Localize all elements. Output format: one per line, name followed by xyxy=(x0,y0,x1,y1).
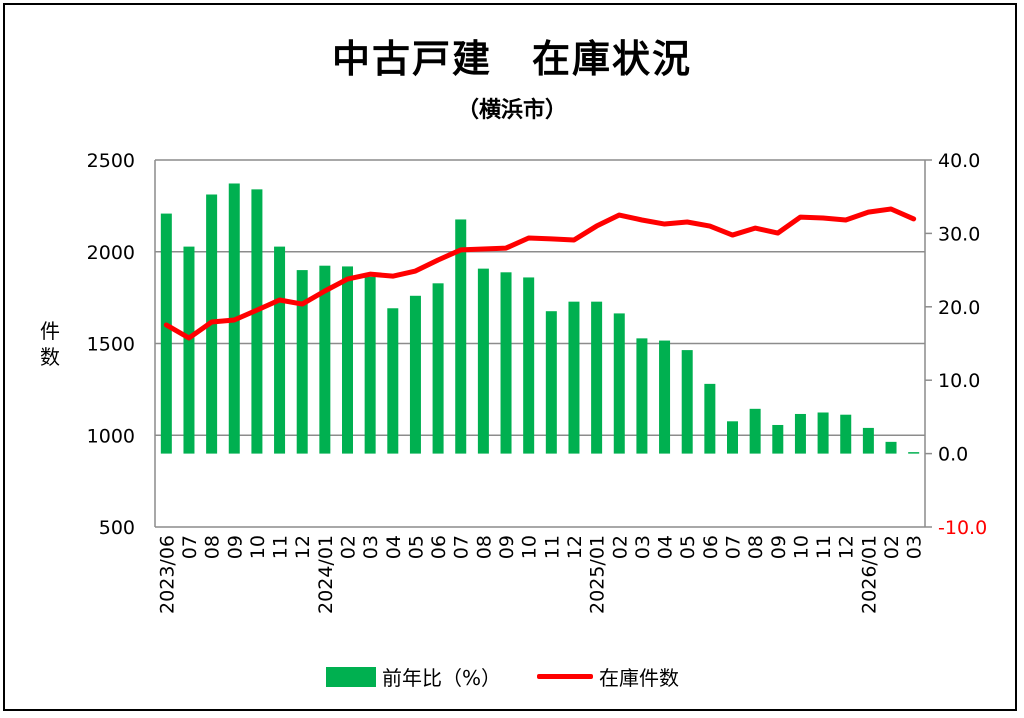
right-tick-label: -10.0 xyxy=(938,517,987,539)
bar xyxy=(591,301,603,454)
right-tick-label: 40.0 xyxy=(938,150,980,172)
bar xyxy=(636,338,648,454)
bar xyxy=(862,427,874,454)
x-tick-label: 2024/01 xyxy=(315,535,337,614)
legend: 前年比（%） 在庫件数 xyxy=(326,662,679,691)
line-series-inventory xyxy=(163,206,917,341)
x-tick-label: 04 xyxy=(655,535,677,559)
bar xyxy=(409,295,421,454)
bar xyxy=(681,350,693,454)
bar xyxy=(251,189,263,454)
y-axis-label: 件数 xyxy=(40,319,60,369)
left-tick-label: 500 xyxy=(99,517,135,539)
bar xyxy=(908,452,920,454)
x-tick-label: 02 xyxy=(338,535,360,559)
bar xyxy=(274,246,286,454)
right-tick-label: 10.0 xyxy=(938,370,980,392)
bar xyxy=(432,283,444,454)
left-tick-label: 1500 xyxy=(87,334,135,356)
x-tick-label: 07 xyxy=(451,535,473,559)
right-tick-label: 0.0 xyxy=(938,444,968,466)
bar xyxy=(523,277,535,454)
bar xyxy=(568,301,580,454)
x-tick-label: 02 xyxy=(881,535,903,559)
bar xyxy=(160,213,172,454)
bar xyxy=(885,441,897,454)
bar xyxy=(659,340,671,454)
x-tick-label: 12 xyxy=(836,535,858,559)
legend-bar-swatch xyxy=(326,666,376,687)
bar xyxy=(613,313,625,454)
x-tick-label: 04 xyxy=(383,535,405,559)
right-tick-label: 30.0 xyxy=(938,223,980,245)
chart-subtitle: （横浜市） xyxy=(456,98,567,123)
bar xyxy=(319,265,331,454)
bar xyxy=(817,412,829,454)
x-tick-label: 10 xyxy=(519,535,541,559)
bar xyxy=(727,421,738,454)
left-tick-label: 2000 xyxy=(87,242,135,264)
bar xyxy=(794,413,806,454)
legend-line-label: 在庫件数 xyxy=(599,666,680,690)
legend-bar-label: 前年比（%） xyxy=(382,666,502,690)
x-tick-label: 03 xyxy=(904,535,926,559)
bar xyxy=(477,268,489,454)
bar xyxy=(545,311,557,454)
x-tick-label: 2026/01 xyxy=(858,535,880,614)
x-tick-label: 10 xyxy=(247,535,269,559)
left-tick-label: 1000 xyxy=(87,425,135,447)
x-tick-label: 08 xyxy=(473,535,495,559)
x-tick-label: 05 xyxy=(677,535,699,559)
x-tick-label: 03 xyxy=(360,535,382,559)
x-tick-label: 11 xyxy=(270,535,292,559)
x-tick-label: 12 xyxy=(564,535,586,559)
bar xyxy=(296,270,308,454)
x-tick-label: 12 xyxy=(292,535,314,559)
x-tick-label: 10 xyxy=(790,535,812,559)
x-tick-label: 08 xyxy=(202,535,224,559)
chart-frame xyxy=(3,3,1017,711)
x-tick-label: 08 xyxy=(745,535,767,559)
x-tick-label: 09 xyxy=(224,535,246,559)
bar xyxy=(840,414,852,454)
bar xyxy=(387,308,399,454)
bar xyxy=(342,266,353,454)
x-tick-label: 06 xyxy=(428,535,450,559)
x-tick-label: 11 xyxy=(541,535,563,559)
bar xyxy=(772,424,784,454)
x-tick-label: 03 xyxy=(632,535,654,559)
bar xyxy=(749,408,761,454)
bar xyxy=(500,272,512,454)
x-tick-label: 07 xyxy=(723,535,745,559)
bar xyxy=(183,246,195,454)
bar xyxy=(455,219,467,454)
x-tick-label: 11 xyxy=(813,535,835,559)
x-tick-label: 2025/01 xyxy=(587,535,609,614)
bar xyxy=(704,383,716,454)
right-tick-label: 20.0 xyxy=(938,297,980,319)
x-tick-label: 05 xyxy=(405,535,427,559)
x-tick-label: 09 xyxy=(768,535,790,559)
x-tick-label: 07 xyxy=(179,535,201,559)
chart-title: 中古戸建 在庫状況 xyxy=(331,37,692,81)
x-tick-label: 06 xyxy=(700,535,722,559)
bar xyxy=(364,276,376,454)
x-tick-label: 09 xyxy=(496,535,518,559)
x-tick-label: 02 xyxy=(609,535,631,559)
left-tick-label: 2500 xyxy=(87,150,135,172)
legend-line-swatch xyxy=(537,674,594,679)
x-tick-label: 2023/06 xyxy=(156,535,178,614)
